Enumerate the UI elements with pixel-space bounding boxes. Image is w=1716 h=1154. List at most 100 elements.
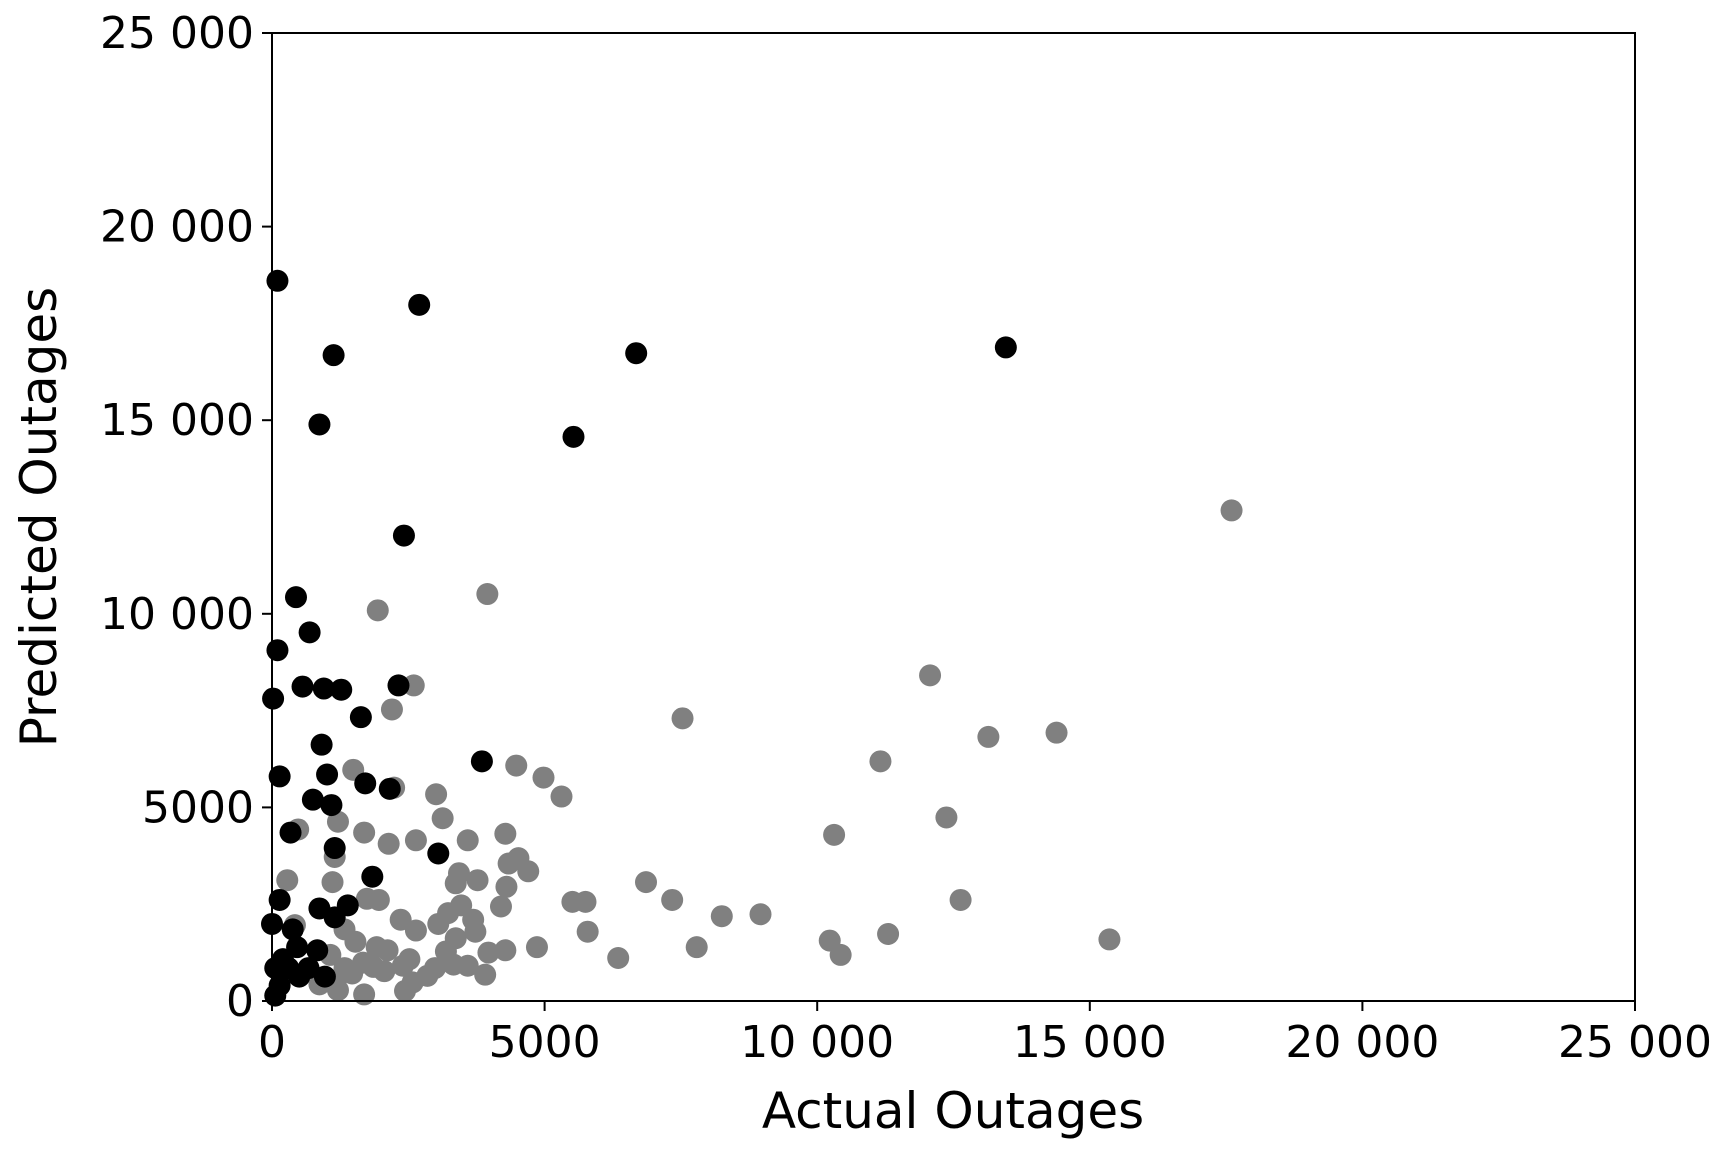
point [661, 888, 684, 911]
point [266, 639, 289, 662]
point [298, 621, 321, 644]
point [607, 947, 630, 970]
point [431, 807, 454, 830]
plot-frame [271, 32, 1636, 1002]
x-axis-label: Actual Outages [762, 1082, 1144, 1140]
point [312, 677, 335, 700]
y-tick-label: 15 000 [100, 395, 254, 446]
point [1220, 499, 1243, 522]
point [326, 979, 349, 1002]
point [1045, 721, 1068, 744]
point [333, 957, 356, 980]
point [378, 777, 401, 800]
point [562, 425, 585, 448]
point [262, 687, 285, 710]
point [829, 943, 852, 966]
point [366, 599, 389, 622]
point [402, 674, 425, 697]
point [301, 788, 324, 811]
point [494, 822, 517, 845]
point [281, 918, 304, 941]
point [349, 706, 372, 729]
point [376, 939, 399, 962]
point [353, 821, 376, 844]
point [367, 888, 390, 911]
point [517, 860, 540, 883]
point [550, 785, 573, 808]
point [574, 890, 597, 913]
point [495, 875, 518, 898]
point [277, 957, 300, 980]
point [291, 675, 314, 698]
point [474, 963, 497, 986]
y-tick-label: 5000 [142, 782, 254, 833]
point [749, 903, 772, 926]
x-tick-label: 15 000 [1013, 1017, 1167, 1068]
point [477, 941, 500, 964]
y-axis-label: Predicted Outages [10, 287, 68, 747]
point [994, 336, 1017, 359]
point [869, 750, 892, 773]
point [377, 832, 400, 855]
point [427, 912, 450, 935]
point [323, 906, 346, 929]
point [320, 794, 343, 817]
point [977, 725, 1000, 748]
y-tick-label: 20 000 [100, 202, 254, 253]
point [389, 908, 412, 931]
point [322, 344, 345, 367]
point [532, 766, 555, 789]
point [266, 269, 289, 292]
x-tick-label: 25 000 [1558, 1017, 1712, 1068]
point [380, 698, 403, 721]
point [671, 707, 694, 730]
point [362, 955, 385, 978]
point [361, 865, 384, 888]
point [354, 772, 377, 795]
point [823, 823, 846, 846]
point [1098, 928, 1121, 951]
point [919, 664, 942, 687]
point [268, 888, 291, 911]
y-tick-label: 10 000 [100, 589, 254, 640]
point [466, 869, 489, 892]
point [456, 954, 479, 977]
point [264, 984, 287, 1007]
x-tick-label: 0 [258, 1017, 286, 1068]
point [321, 871, 344, 894]
point [710, 905, 733, 928]
point [276, 869, 299, 892]
point [576, 920, 599, 943]
point [268, 765, 291, 788]
point [330, 678, 353, 701]
point [353, 983, 376, 1006]
point [313, 965, 336, 988]
point [392, 524, 415, 547]
point [344, 930, 367, 953]
point [394, 979, 417, 1002]
point [404, 919, 427, 942]
point [408, 293, 431, 316]
x-tick-label: 20 000 [1285, 1017, 1439, 1068]
point [476, 583, 499, 606]
point [685, 936, 708, 959]
y-tick-label: 25 000 [100, 8, 254, 59]
point [310, 733, 333, 756]
point [470, 750, 493, 773]
x-tick-label: 10 000 [740, 1017, 894, 1068]
point [625, 342, 648, 365]
point [935, 806, 958, 829]
point [635, 871, 658, 894]
point [279, 821, 302, 844]
point [323, 837, 346, 860]
point [456, 829, 479, 852]
point [326, 810, 349, 833]
point [306, 939, 329, 962]
point [308, 413, 331, 436]
point [444, 872, 467, 895]
point [877, 923, 900, 946]
point [525, 936, 548, 959]
point [464, 920, 487, 943]
point [316, 763, 339, 786]
